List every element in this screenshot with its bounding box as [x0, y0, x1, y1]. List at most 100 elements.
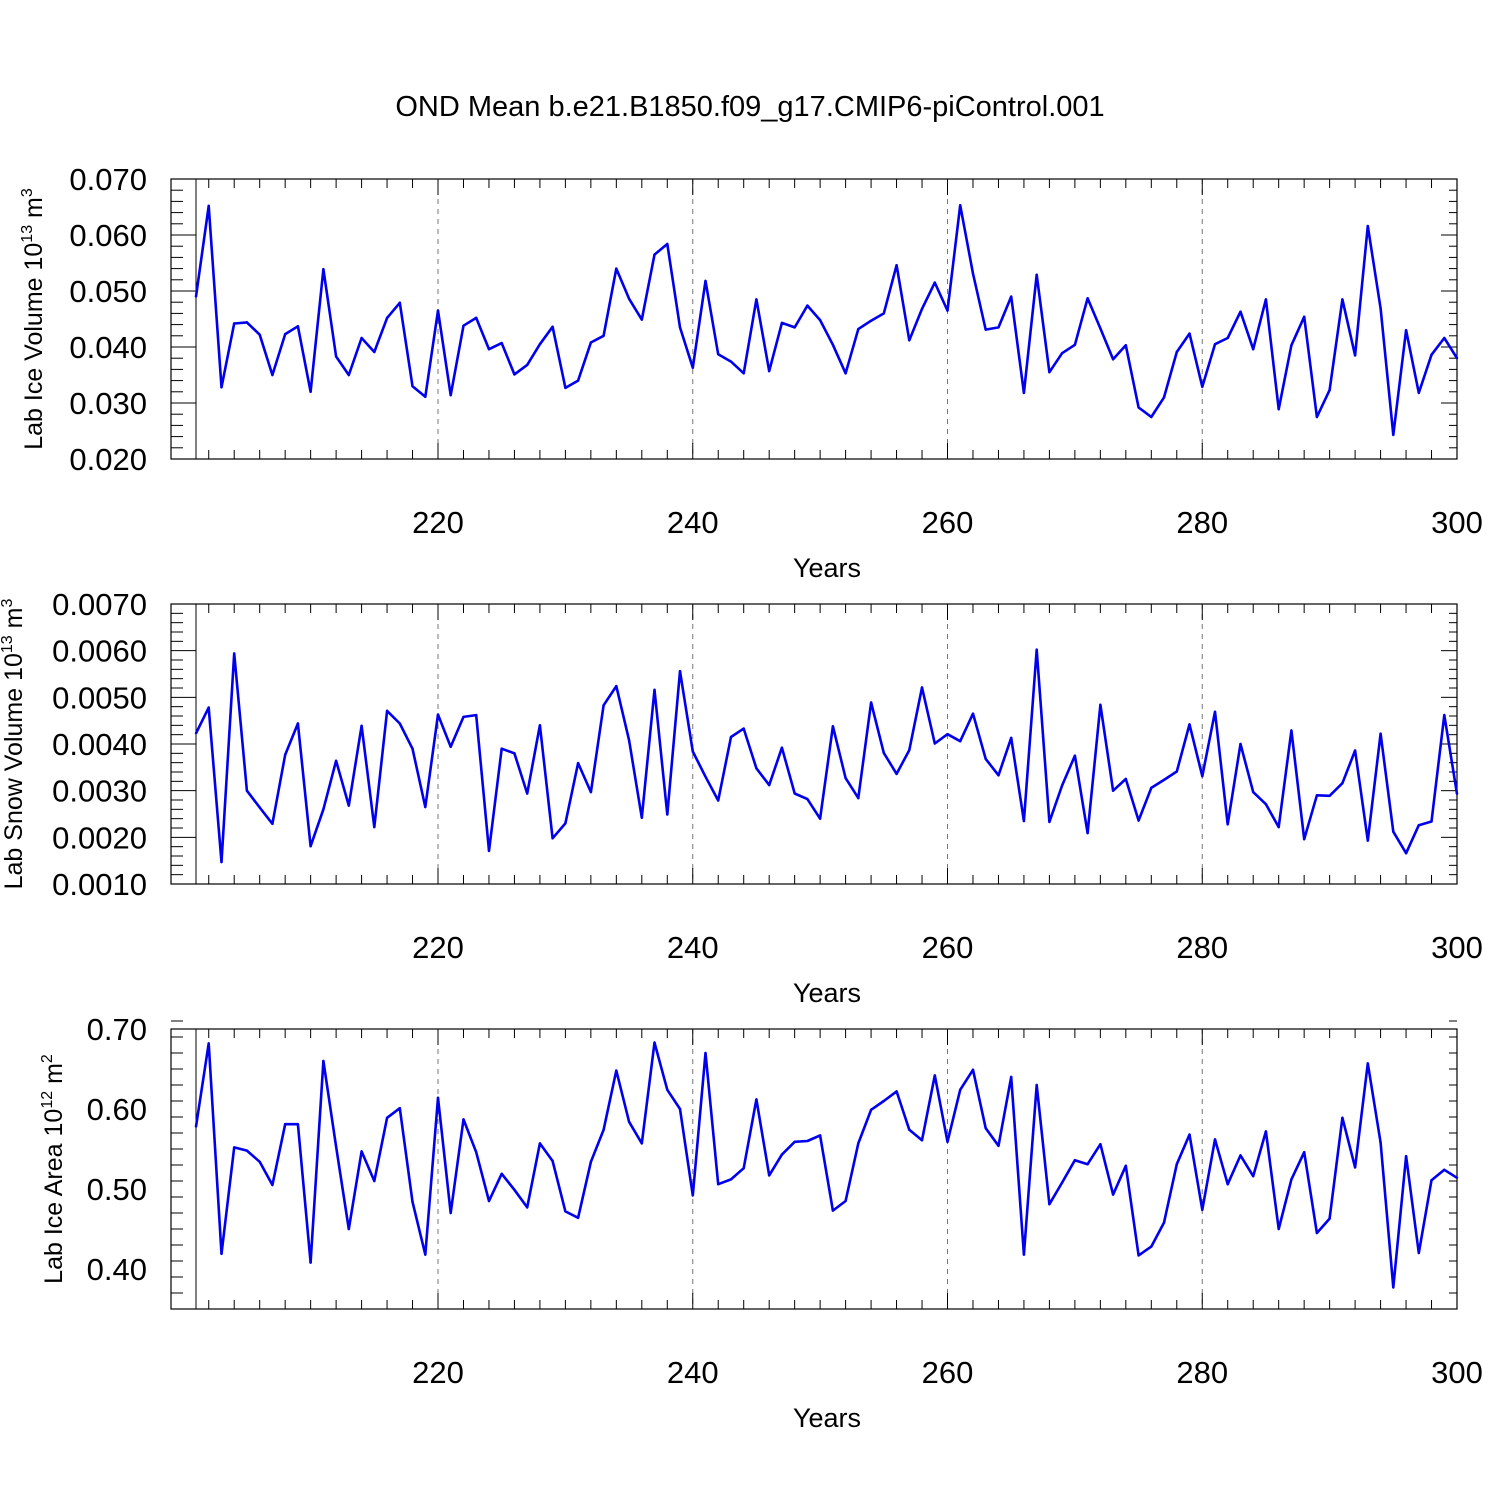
data-point	[920, 1139, 924, 1142]
data-point	[322, 267, 325, 271]
data-point	[691, 750, 694, 753]
data-point	[1239, 742, 1242, 746]
data-point	[640, 1142, 644, 1145]
y-axis-label-superscript: 13	[0, 635, 16, 653]
data-point	[360, 336, 363, 340]
data-point	[908, 748, 911, 752]
data-point	[322, 808, 325, 811]
data-point	[1290, 729, 1293, 732]
data-point	[487, 1199, 491, 1203]
x-tick-label: 220	[412, 930, 464, 965]
data-point	[997, 326, 1000, 329]
data-point	[233, 1146, 236, 1149]
data-point	[1162, 1221, 1166, 1224]
data-point	[283, 753, 287, 756]
y-tick-label: 0.040	[69, 330, 147, 365]
data-point	[908, 339, 911, 342]
panel-1: 220 240 260 280 300 Years 0.020 0.030 0.040 0.050…	[19, 162, 1483, 583]
data-point	[1455, 1176, 1459, 1180]
data-point	[233, 652, 236, 655]
data-point	[844, 372, 847, 375]
data-point	[309, 390, 312, 393]
data-point	[1226, 336, 1229, 340]
x-axis-label: Years	[793, 1403, 861, 1433]
data-point	[1009, 295, 1013, 298]
data-point	[920, 686, 924, 689]
data-point	[220, 860, 223, 864]
data-point	[551, 837, 554, 840]
data-point	[347, 1227, 351, 1231]
y-tick-label: 0.70	[87, 1012, 147, 1047]
data-point	[1379, 307, 1382, 310]
data-point	[1201, 385, 1204, 388]
data-point	[818, 318, 822, 322]
chart-panels: 220 240 260 280 300 Years 0.020 0.030 0.040 0.050…	[0, 162, 1483, 1433]
y-axis-label-part: m	[20, 197, 48, 225]
data-point	[525, 363, 529, 367]
y-axis-label: Lab Snow Volume 1013 m3	[0, 599, 28, 890]
data-point	[1022, 819, 1026, 823]
data-point	[1328, 388, 1331, 392]
y-axis-label-part: m	[0, 608, 28, 636]
data-point	[1086, 297, 1089, 300]
panel-2: 220 240 260 280 300 Years 0.0010 0.0020 0.0030 0.…	[0, 587, 1483, 1008]
data-point	[1392, 830, 1395, 833]
data-point	[1111, 789, 1115, 792]
data-point	[220, 386, 223, 389]
data-point	[564, 1210, 567, 1213]
data-point	[258, 333, 261, 336]
data-point	[895, 772, 898, 776]
data-point	[729, 735, 733, 739]
data-point	[449, 1211, 452, 1215]
data-point	[1353, 354, 1357, 357]
data-point	[920, 307, 924, 311]
data-point	[729, 360, 733, 363]
data-point	[1111, 358, 1115, 361]
data-point	[283, 332, 287, 336]
x-tick-label: 220	[412, 1355, 464, 1390]
data-point	[475, 713, 478, 717]
data-point	[1315, 415, 1319, 419]
data-point	[1455, 357, 1459, 360]
data-point	[1226, 1183, 1229, 1186]
data-point	[793, 326, 796, 329]
data-point	[283, 1123, 287, 1126]
data-point	[385, 709, 389, 713]
data-point	[538, 1142, 542, 1145]
x-tick-label: 240	[667, 1355, 719, 1390]
y-axis-label-part: Lab Ice Volume 10	[20, 243, 48, 450]
data-point	[1252, 348, 1255, 351]
data-point	[245, 321, 249, 324]
y-tick-label: 0.030	[69, 386, 147, 421]
data-point	[933, 1074, 936, 1077]
data-point	[1404, 329, 1408, 332]
data-point	[742, 1167, 745, 1170]
data-point	[1341, 1116, 1344, 1120]
data-point	[1430, 1179, 1433, 1182]
data-point	[1277, 825, 1280, 829]
x-tick-label: 260	[922, 1355, 974, 1390]
y-axis-label-superscript: 3	[19, 188, 36, 197]
data-point	[1226, 823, 1229, 826]
data-point	[806, 304, 809, 307]
x-tick-label: 280	[1176, 505, 1228, 540]
data-point	[1137, 406, 1140, 409]
data-point	[767, 369, 771, 373]
data-point	[1455, 792, 1459, 796]
y-axis-label: Lab Ice Volume 1013 m3	[19, 188, 48, 450]
x-tick-label: 280	[1176, 930, 1228, 965]
x-tick-label: 300	[1431, 930, 1483, 965]
data-point	[1302, 1151, 1306, 1154]
data-point	[1201, 775, 1204, 778]
data-point	[997, 1144, 1000, 1148]
data-point	[322, 1059, 325, 1063]
data-point	[831, 725, 835, 728]
data-point	[1430, 353, 1433, 357]
data-point	[449, 393, 452, 397]
data-point	[513, 752, 516, 755]
data-point	[296, 1123, 300, 1126]
data-point	[1060, 784, 1064, 787]
y-tick-label: 0.50	[87, 1172, 147, 1207]
data-point	[704, 775, 707, 778]
